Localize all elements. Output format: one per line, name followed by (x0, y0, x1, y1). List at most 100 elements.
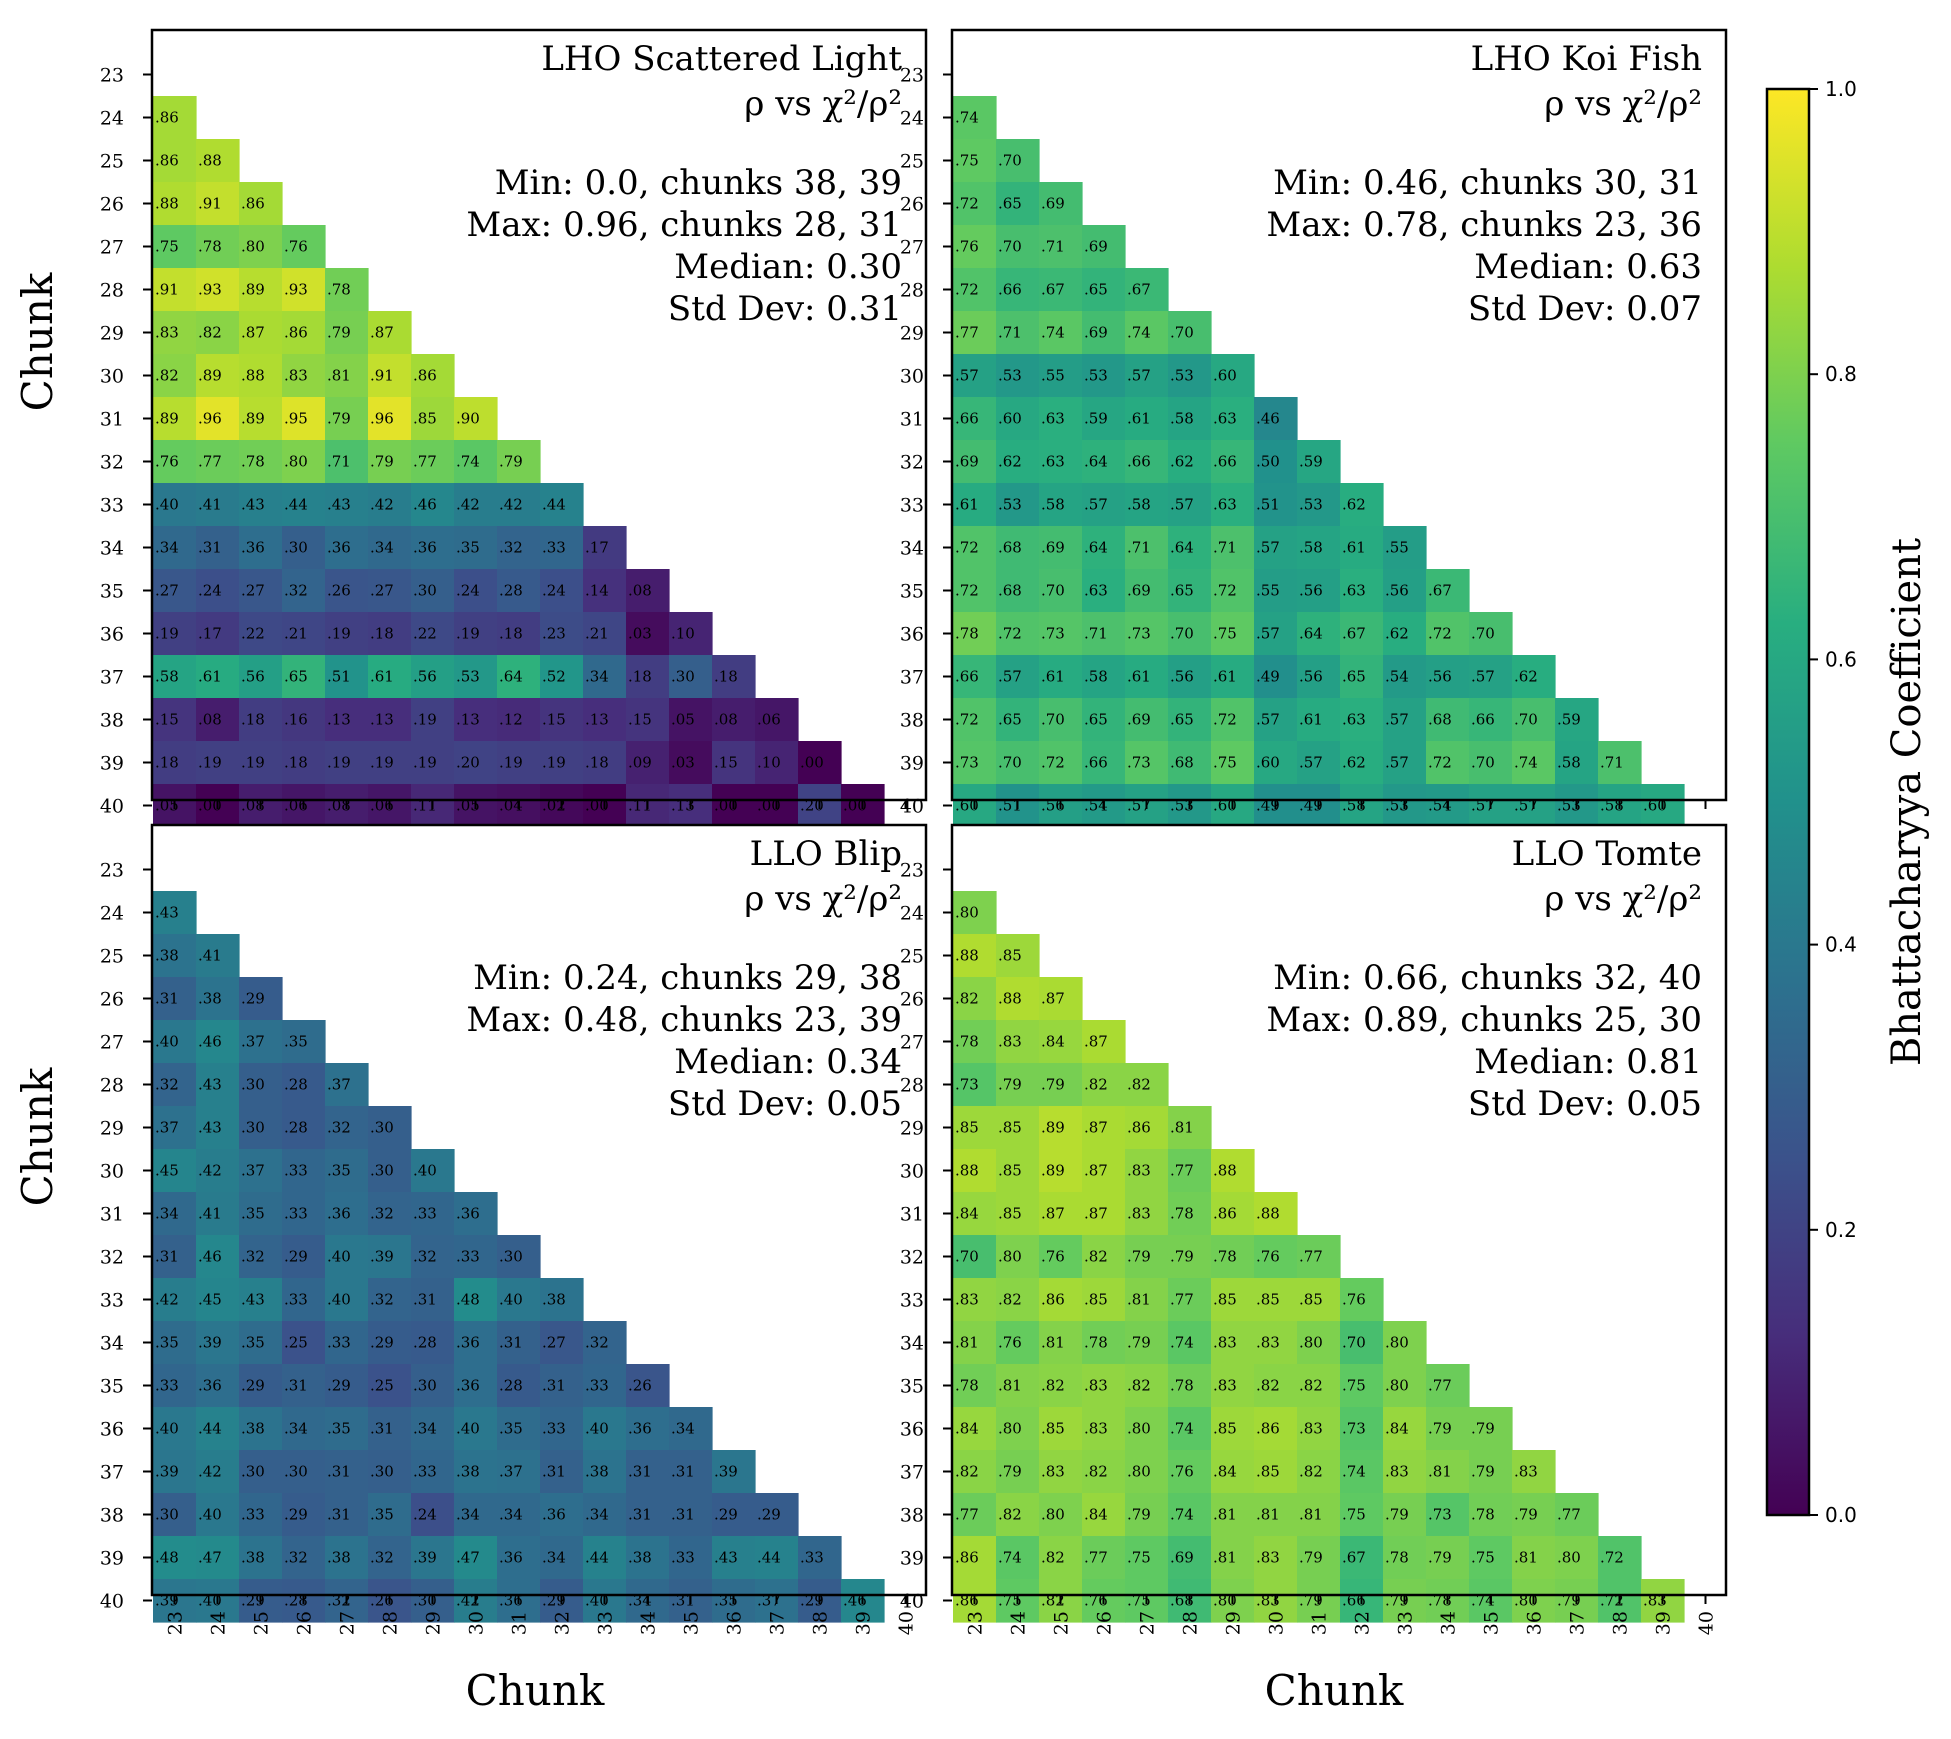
y-tick-label: 32 (100, 1247, 124, 1269)
heatmap-cell (712, 655, 756, 699)
cell-label: .12 (499, 711, 523, 729)
cell-label: .70 (1514, 711, 1538, 729)
cell-label: .06 (757, 711, 781, 729)
heatmap-cell (996, 268, 1040, 312)
cell-label: .40 (499, 1291, 523, 1309)
heatmap-cell (953, 655, 997, 699)
stat-max: Max: 0.89, chunks 25, 30 (1266, 1000, 1702, 1040)
heatmap-cell (153, 741, 197, 785)
heatmap-cell (1082, 1020, 1126, 1064)
cell-label: .40 (155, 1033, 179, 1051)
cell-label: .18 (714, 668, 738, 686)
heatmap-cell (196, 1149, 240, 1193)
heatmap-cell (1297, 1278, 1341, 1322)
heatmap-cell (196, 483, 240, 527)
heatmap-cell (1297, 655, 1341, 699)
cell-label: .74 (1127, 324, 1151, 342)
cell-label: .85 (1041, 1420, 1065, 1438)
heatmap-cell (153, 397, 197, 441)
heatmap-cell (1340, 1364, 1384, 1408)
heatmap-cell (583, 569, 627, 613)
heatmap-cell (996, 397, 1040, 441)
cell-label: .64 (1170, 539, 1194, 557)
heatmap-cell (996, 934, 1040, 978)
heatmap-cell (1168, 397, 1212, 441)
heatmap-cell (282, 1493, 326, 1537)
heatmap-cell (1125, 1063, 1169, 1107)
heatmap-cell (368, 483, 412, 527)
cell-label: .57 (1385, 711, 1409, 729)
heatmap-cell (325, 1493, 369, 1537)
heatmap-cell (239, 354, 283, 398)
heatmap-cell (1125, 1536, 1169, 1580)
heatmap-cell (497, 655, 541, 699)
heatmap-cell (1082, 741, 1126, 785)
cell-label: .84 (955, 1205, 979, 1223)
x-tick-label: 32 (552, 1611, 574, 1635)
cell-label: .55 (1256, 582, 1280, 600)
cell-label: .34 (155, 539, 179, 557)
x-tick-label: 31 (1309, 1611, 1331, 1635)
cell-label: .81 (1299, 1506, 1323, 1524)
heatmap-cell (368, 1450, 412, 1494)
cell-label: .88 (955, 1162, 979, 1180)
cell-label: .57 (1471, 668, 1495, 686)
heatmap-cell (1082, 526, 1126, 570)
cell-label: .78 (955, 625, 979, 643)
cell-label: .22 (413, 625, 437, 643)
heatmap-cell (1125, 1278, 1169, 1322)
x-tick-label: 38 (810, 1611, 832, 1635)
y-tick-label: 35 (900, 581, 924, 603)
heatmap-cell (411, 1536, 455, 1580)
heatmap-cell (454, 1235, 498, 1279)
heatmap-cell (282, 225, 326, 269)
heatmap-cell (153, 655, 197, 699)
x-tick-label: 25 (251, 1611, 273, 1635)
cell-label: .57 (1084, 496, 1108, 514)
cell-label: .18 (370, 625, 394, 643)
y-tick-label: 32 (900, 452, 924, 474)
heatmap-cell (626, 1364, 670, 1408)
cell-label: .81 (1428, 1463, 1452, 1481)
heatmap-cell (1125, 397, 1169, 441)
cell-label: .62 (998, 453, 1022, 471)
cell-label: .89 (155, 410, 179, 428)
heatmap-cell (1598, 1536, 1642, 1580)
heatmap-cell (540, 569, 584, 613)
cell-label: .82 (1041, 1549, 1065, 1567)
heatmap-cell (1082, 1235, 1126, 1279)
cell-label: .72 (955, 582, 979, 600)
heatmap-cell (239, 612, 283, 656)
heatmap-cell (1125, 268, 1169, 312)
cell-label: .82 (1299, 1463, 1323, 1481)
cell-label: .14 (585, 582, 609, 600)
cell-label: .38 (628, 1549, 652, 1567)
cell-label: .84 (1041, 1033, 1065, 1051)
heatmap-cell (497, 526, 541, 570)
cell-label: .58 (1557, 754, 1581, 772)
heatmap-cell (282, 483, 326, 527)
heatmap-cell (1340, 1278, 1384, 1322)
cell-label: .30 (155, 1506, 179, 1524)
y-tick-label: 36 (900, 624, 924, 646)
cell-label: .61 (1127, 668, 1151, 686)
cell-label: .19 (499, 754, 523, 772)
y-tick-label: 31 (100, 409, 124, 431)
heatmap-cell (1168, 1321, 1212, 1365)
heatmap-cell (1383, 1450, 1427, 1494)
cell-label: .40 (327, 1291, 351, 1309)
cell-label: .67 (1041, 281, 1065, 299)
x-tick-label: 33 (1395, 1611, 1417, 1635)
heatmap-cell (712, 1536, 756, 1580)
heatmap-cell (239, 569, 283, 613)
heatmap-cell (196, 225, 240, 269)
cell-label: .19 (413, 754, 437, 772)
heatmap-cell (953, 1149, 997, 1193)
cell-label: .83 (1127, 1205, 1151, 1223)
cell-label: .83 (1514, 1463, 1538, 1481)
y-tick-label: 29 (900, 1118, 924, 1140)
heatmap-cell (454, 440, 498, 484)
heatmap-cell (1168, 1149, 1212, 1193)
cell-label: .24 (198, 582, 222, 600)
heatmap-cell (953, 1020, 997, 1064)
